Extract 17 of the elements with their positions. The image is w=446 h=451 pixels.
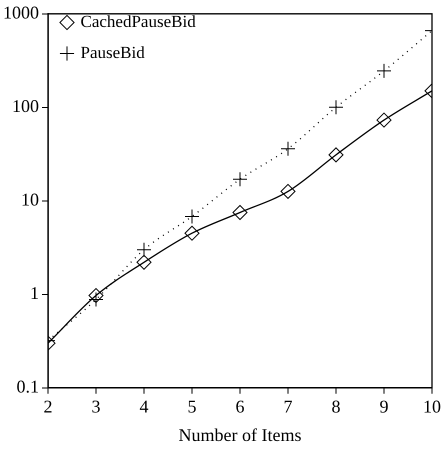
y-tick-label: 1000 — [3, 2, 39, 23]
x-tick-label: 8 — [332, 396, 340, 416]
x-tick-label: 3 — [92, 396, 100, 416]
x-tick-label: 4 — [140, 396, 148, 416]
y-tick-label: 1 — [30, 283, 39, 304]
y-tick-label: 10 — [21, 190, 39, 210]
x-tick-label: 2 — [44, 396, 52, 416]
x-tick-label: 6 — [236, 396, 244, 416]
x-tick-label: 9 — [380, 396, 388, 416]
y-tick-label: 100 — [12, 96, 39, 116]
x-axis-title: Number of Items — [178, 424, 302, 445]
x-tick-label: 5 — [188, 396, 196, 416]
x-tick-label: 10 — [423, 396, 441, 416]
legend-label: CachedPauseBid — [80, 12, 196, 31]
legend-label: PauseBid — [80, 42, 146, 62]
y-tick-label: 0.1 — [16, 376, 39, 397]
x-tick-label: 7 — [284, 396, 292, 416]
